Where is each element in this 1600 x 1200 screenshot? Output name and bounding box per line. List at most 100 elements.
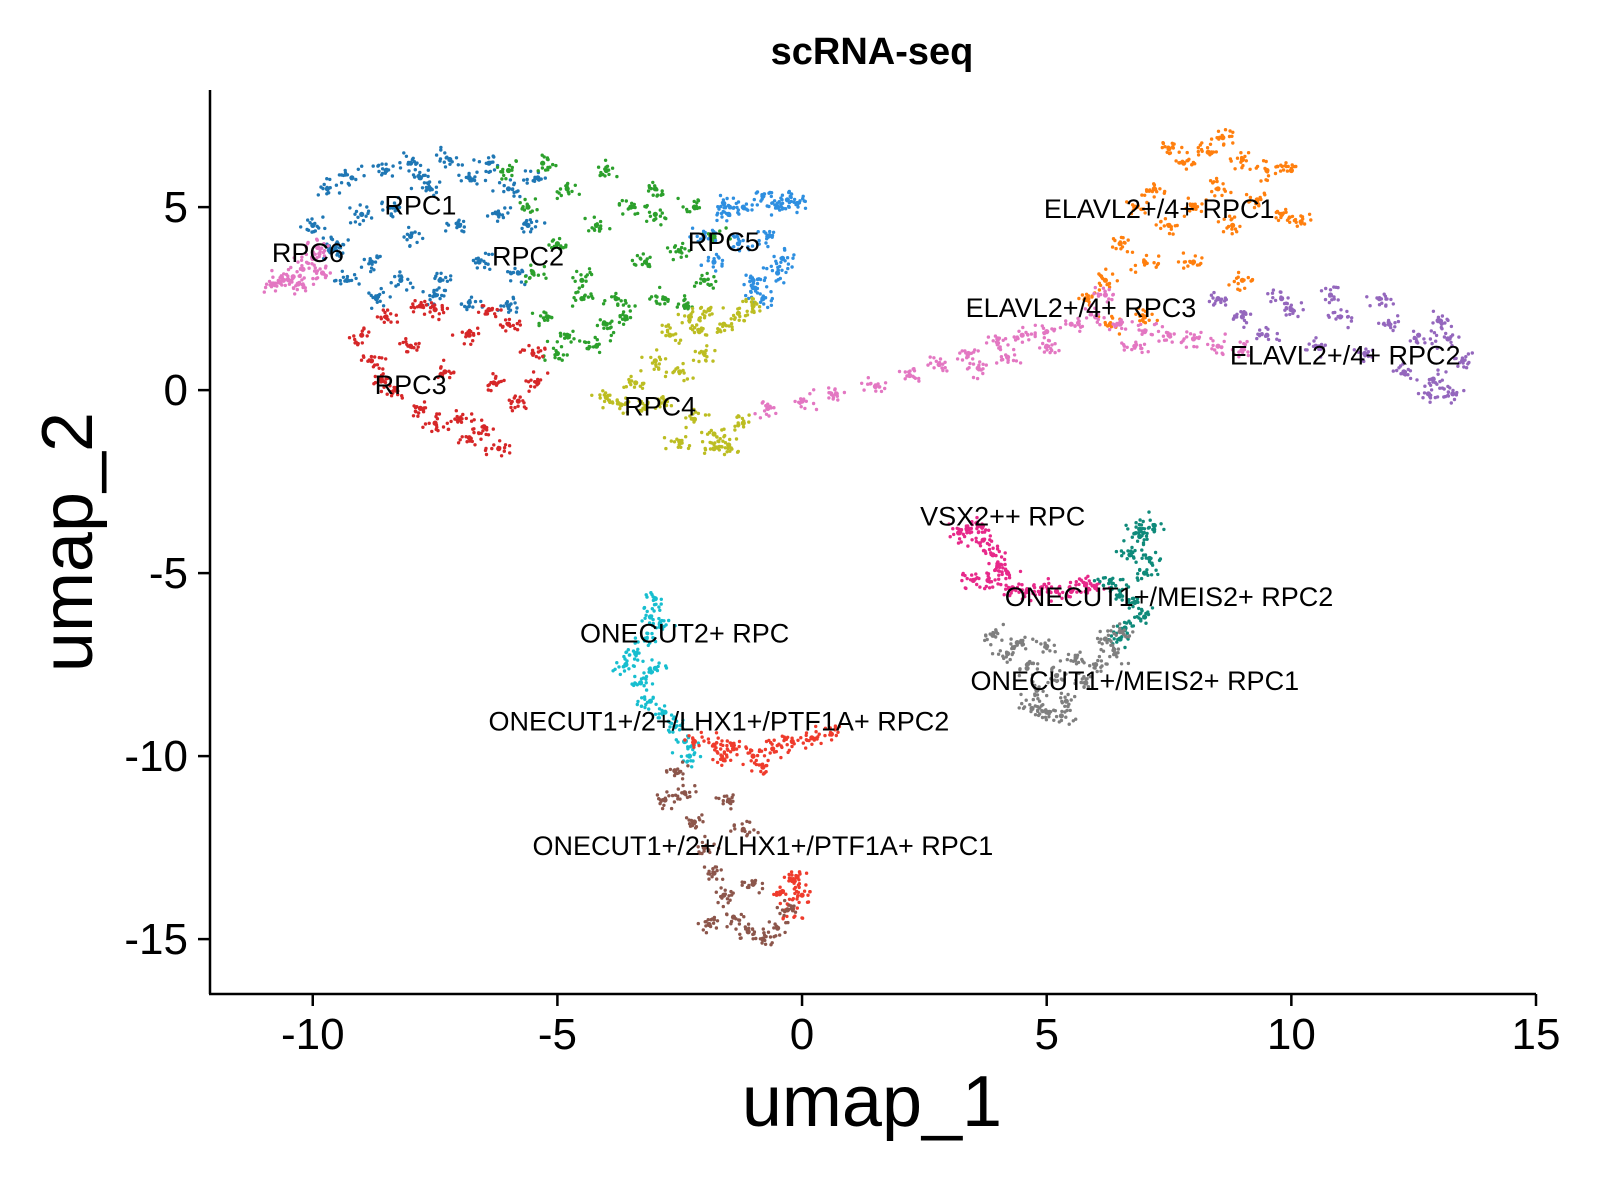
cell-point [1219,299,1223,304]
cell-point [421,236,425,241]
cell-point [615,174,619,179]
cell-point [530,227,534,231]
cell-point [1246,151,1251,155]
cell-point [783,909,787,914]
cell-point [966,355,970,359]
cell-point [483,178,488,183]
cell-point [322,257,327,261]
cell-point [1009,637,1013,641]
cell-point [1117,588,1121,592]
cell-point [645,257,649,261]
cell-point [778,885,782,889]
cell-point [1289,303,1294,307]
cell-point [1060,596,1064,600]
cluster-label: ELAVL2+/4+ RPC1 [1044,194,1275,224]
cell-point [883,386,887,391]
cell-point [458,222,463,227]
cell-point [1254,166,1259,170]
cell-point [704,310,708,314]
cell-point [719,886,723,890]
cell-point [528,230,533,234]
cell-point [684,254,689,258]
cell-point [487,383,491,387]
cell-point [987,561,991,566]
cell-point [641,252,645,256]
cell-point [760,881,765,886]
cell-point [1233,227,1238,231]
cell-point [623,318,627,322]
cell-point [961,571,965,576]
cell-point [690,328,695,332]
cell-point [356,215,360,219]
cell-point [1295,224,1300,228]
cell-point [682,294,687,298]
cell-point [328,251,332,255]
cell-point [673,338,678,343]
cell-point [472,430,476,435]
cell-point [716,439,720,443]
cell-point [508,324,512,328]
cell-point [1114,246,1118,251]
cell-point [714,731,719,735]
cell-point [1130,320,1134,324]
cell-point [520,226,524,231]
cell-point [513,301,517,305]
cell-point [756,230,760,234]
cell-point [1059,696,1063,700]
cell-point [700,440,705,444]
cell-point [518,271,522,276]
cell-point [1141,316,1145,321]
cell-point [1033,692,1037,696]
cell-point [388,206,392,210]
cell-point [1450,333,1455,337]
cell-point [1238,288,1242,292]
cell-point [970,520,974,524]
cell-point [718,322,722,326]
cell-point [314,277,318,281]
cell-point [981,362,985,366]
cell-point [797,400,801,404]
cell-point [1185,335,1189,339]
cell-point [1118,622,1122,626]
cell-point [473,175,477,179]
cell-point [543,176,547,180]
cell-point [834,733,838,738]
cell-point [335,253,339,257]
cell-point [464,435,468,439]
cell-point [483,312,487,316]
cell-point [1208,142,1213,146]
cell-point [1120,594,1125,598]
cell-point [1214,176,1219,181]
cell-point [801,741,805,745]
cell-point [1264,178,1268,182]
cell-point [1001,622,1005,627]
x-tick-label: 10 [1267,1010,1316,1059]
cell-point [1049,677,1053,681]
cell-point [624,396,628,400]
cell-point [1319,289,1324,293]
cell-point [1130,535,1135,539]
cell-point [664,446,668,451]
cell-point [652,609,656,613]
cell-point [483,251,488,255]
cell-point [1059,691,1064,695]
cell-point [1197,263,1202,267]
cell-point [544,276,548,280]
cell-point [765,266,769,271]
cell-point [1184,167,1189,171]
cell-point [675,437,679,441]
cell-point [389,212,393,216]
cell-point [836,730,840,734]
cell-point [1214,351,1219,355]
cell-point [715,760,720,765]
cell-point [644,688,649,692]
cell-point [1214,150,1219,154]
cell-point [1289,166,1294,170]
cell-point [747,929,751,933]
cell-point [1169,227,1174,231]
cell-point [510,168,514,172]
cell-point [717,207,721,211]
cell-point [804,399,808,403]
cell-point [472,178,477,183]
cell-point [1430,341,1434,346]
